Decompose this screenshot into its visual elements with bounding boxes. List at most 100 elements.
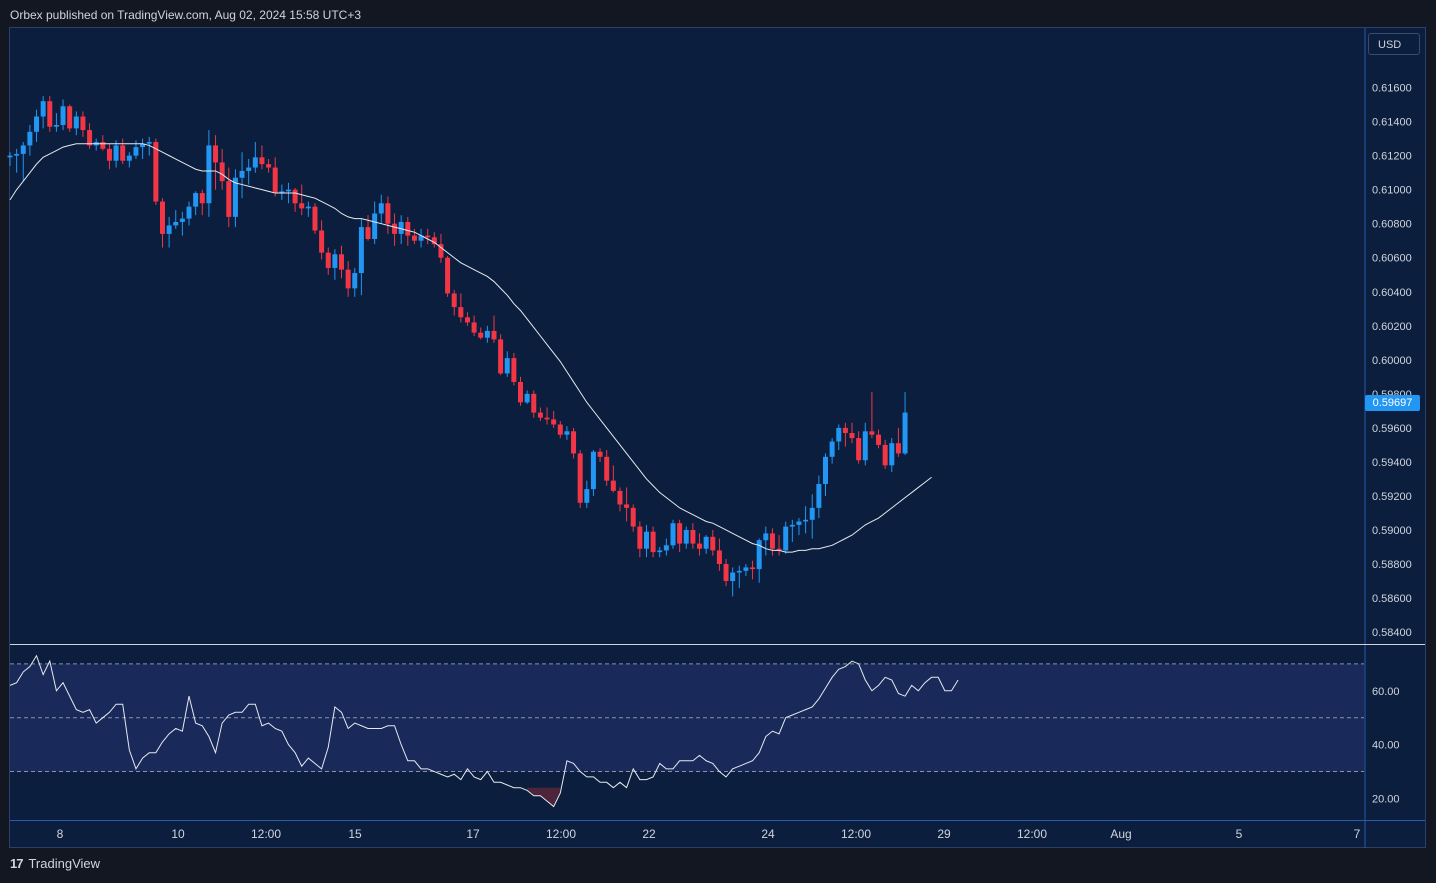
- candle-body: [491, 330, 497, 340]
- candle-body: [464, 317, 470, 323]
- candle-body: [299, 203, 305, 209]
- candle-body: [398, 221, 404, 234]
- candle-body: [60, 106, 66, 125]
- currency-selector[interactable]: USD: [1368, 33, 1420, 55]
- candle-body: [876, 434, 882, 445]
- price-tick-label: 0.61000: [1372, 185, 1412, 197]
- candle-body: [643, 531, 649, 549]
- candle-body: [829, 441, 835, 457]
- rsi-tick-label: 20.00: [1372, 793, 1400, 805]
- candle-body: [186, 206, 192, 219]
- candle-body: [690, 529, 696, 544]
- candle-body: [484, 330, 490, 338]
- footer-brand[interactable]: 17 TradingView: [10, 856, 100, 871]
- candle-body: [537, 412, 543, 418]
- candle-body: [431, 237, 437, 245]
- candle-body: [849, 432, 855, 439]
- candle-body: [113, 145, 119, 161]
- candle-body: [750, 567, 756, 570]
- candle-body: [902, 412, 908, 454]
- candle-body: [710, 536, 716, 551]
- candle-body: [372, 213, 378, 240]
- time-tick-label: 29: [937, 827, 951, 841]
- candle-body: [531, 393, 537, 413]
- candle-body: [577, 453, 583, 503]
- candle-body: [206, 145, 212, 204]
- candle-body: [365, 227, 371, 240]
- candle-body: [557, 424, 563, 435]
- candle-body: [14, 153, 20, 156]
- candle-body: [524, 393, 530, 403]
- tradingview-logo-icon: 17: [10, 856, 24, 871]
- time-tick-label: 12:00: [251, 827, 281, 841]
- price-tick-label: 0.61200: [1372, 151, 1412, 163]
- candle-body: [266, 164, 272, 168]
- candle-body: [458, 307, 464, 318]
- candle-body: [339, 254, 344, 270]
- candle-body: [590, 451, 596, 490]
- publisher-attribution: Orbex published on TradingView.com, Aug …: [10, 8, 362, 22]
- candle-body: [193, 193, 199, 207]
- time-tick-label: 8: [57, 827, 64, 841]
- candle-body: [736, 570, 742, 573]
- price-tick-label: 0.59000: [1372, 525, 1412, 537]
- candle-body: [425, 235, 431, 238]
- candle-body: [239, 170, 245, 178]
- candle-body: [856, 438, 862, 461]
- time-tick-label: 12:00: [841, 827, 871, 841]
- candle-body: [106, 148, 112, 161]
- candle-body: [571, 431, 577, 454]
- candle-body: [213, 145, 219, 163]
- time-tick-label: 24: [761, 827, 775, 841]
- rsi-oversold-fill: [527, 787, 561, 807]
- time-tick-label: Aug: [1110, 827, 1131, 841]
- candle-body: [518, 381, 524, 403]
- candle-body: [352, 273, 358, 289]
- candle-body: [259, 157, 265, 165]
- price-tick-label: 0.59400: [1372, 457, 1412, 469]
- candle-body: [312, 206, 318, 231]
- candle-body: [756, 540, 762, 570]
- candle-body: [730, 572, 736, 582]
- time-tick-label: 22: [642, 827, 656, 841]
- candle-body: [73, 116, 79, 129]
- price-tick-label: 0.61400: [1372, 117, 1412, 129]
- price-tick-label: 0.60400: [1372, 287, 1412, 299]
- candle-body: [683, 529, 689, 544]
- candle-body: [617, 490, 623, 505]
- candle-body: [498, 339, 504, 374]
- candle-body: [624, 504, 630, 508]
- candle-body: [80, 116, 86, 131]
- candle-body: [378, 203, 384, 214]
- candle-body: [279, 191, 285, 194]
- candle-body: [670, 523, 676, 546]
- time-tick-label: 10: [171, 827, 185, 841]
- candle-body: [411, 235, 417, 241]
- last-price-badge: 0.59697: [1365, 395, 1420, 411]
- time-tick-label: 5: [1236, 827, 1243, 841]
- candle-body: [796, 521, 802, 525]
- candle-body: [418, 235, 424, 241]
- time-tick-label: 12:00: [546, 827, 576, 841]
- candle-body: [564, 431, 570, 435]
- candle-body: [153, 142, 159, 202]
- price-tick-label: 0.60600: [1372, 253, 1412, 265]
- candle-body: [816, 484, 822, 508]
- candle-body: [173, 221, 179, 226]
- candle-body: [677, 523, 683, 544]
- candle-body: [345, 269, 351, 289]
- time-tick-label: 7: [1354, 827, 1361, 841]
- candle-body: [842, 427, 848, 433]
- candle-body: [34, 116, 40, 132]
- candle-body: [146, 142, 152, 144]
- price-tick-label: 0.60800: [1372, 219, 1412, 231]
- candle-body: [471, 322, 477, 333]
- candle-body: [544, 417, 550, 420]
- candle-body: [862, 431, 868, 461]
- candle-body: [551, 419, 557, 425]
- candle-body: [120, 145, 126, 161]
- candle-body: [716, 550, 722, 565]
- candle-body: [358, 227, 364, 274]
- price-tick-label: 0.61600: [1372, 83, 1412, 95]
